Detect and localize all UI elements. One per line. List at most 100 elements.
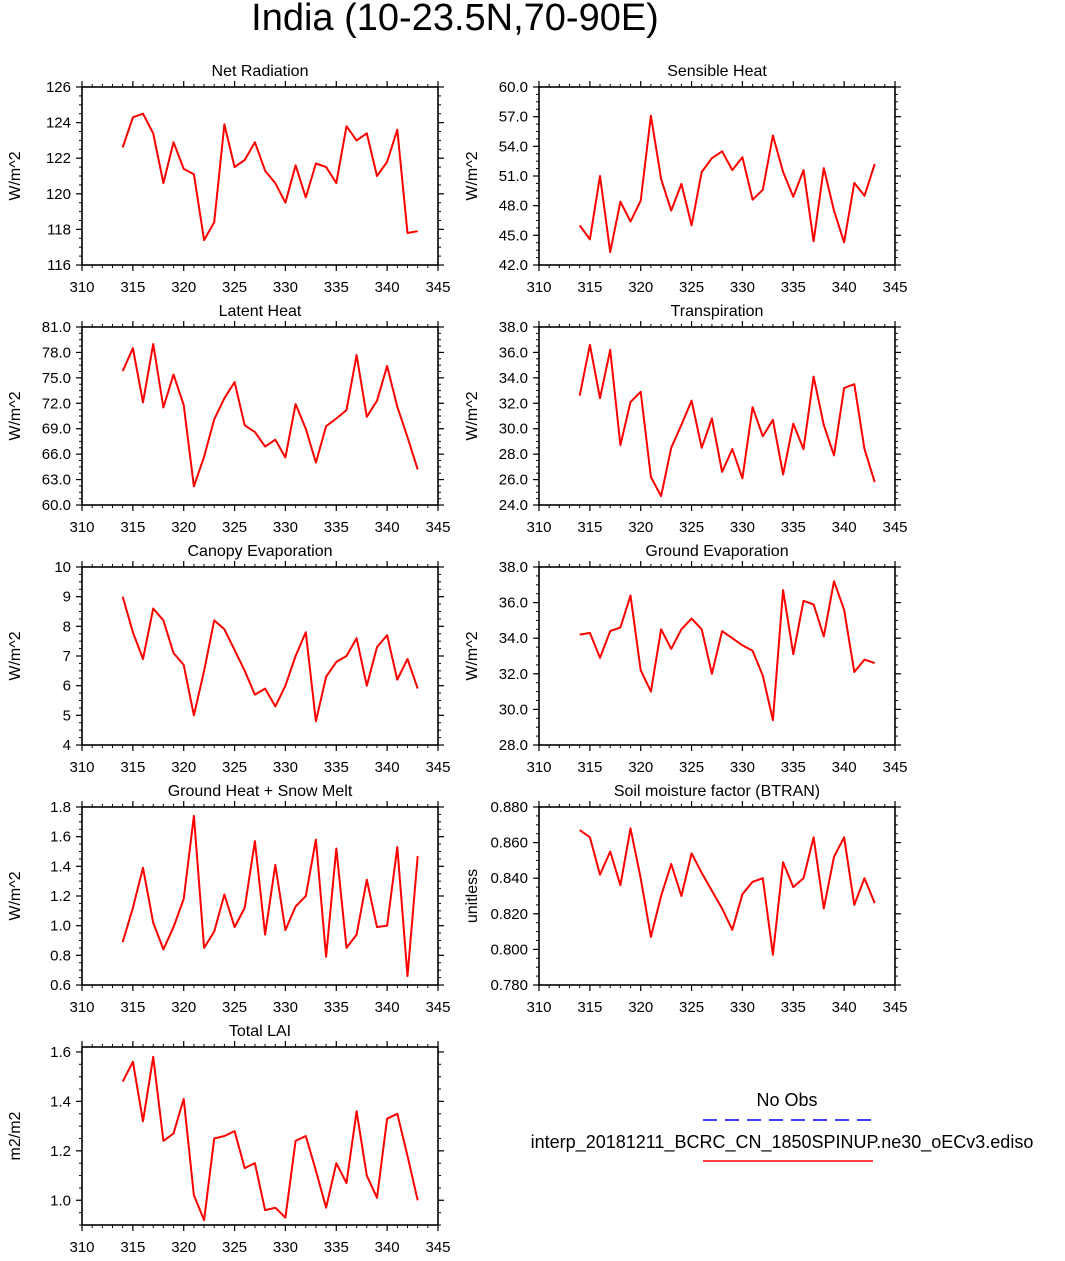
y-tick-label: 116: [47, 257, 71, 274]
x-tick-label: 320: [171, 999, 196, 1016]
panel-net-radiation: Net Radiation W/m^2 310 315 320 325 330 335 340 3…: [7, 63, 451, 296]
panel-latent-heat: Latent Heat W/m^2 310 315 320 325 330 335 340 345…: [7, 303, 451, 536]
x-tick-label: 325: [679, 519, 704, 536]
series-line: [578, 343, 876, 498]
x-tick-label: 310: [526, 519, 551, 536]
y-tick-label: 1.0: [50, 918, 71, 935]
x-tick-label: 335: [781, 279, 806, 296]
x-tick-label: 335: [324, 999, 349, 1016]
x-tick-label: 325: [679, 999, 704, 1016]
x-tick-label: 325: [222, 999, 247, 1016]
y-tick-label: 6: [63, 678, 71, 695]
series-line: [121, 112, 418, 242]
x-tick-label: 315: [120, 519, 145, 536]
plot-frame: [538, 86, 896, 266]
y-axis-label: unitless: [464, 869, 481, 923]
x-tick-label: 325: [222, 759, 247, 776]
y-tick-label: 120: [46, 186, 71, 203]
x-tick-label: 315: [577, 759, 602, 776]
y-tick-label: 1.4: [50, 858, 71, 875]
x-tick-label: 315: [120, 279, 145, 296]
y-tick-label: 28.0: [499, 737, 528, 754]
y-tick-label: 60.0: [499, 79, 528, 96]
x-tick-label: 340: [375, 759, 400, 776]
y-tick-label: 7: [63, 648, 71, 665]
x-tick-label: 340: [832, 759, 857, 776]
y-tick-label: 60.0: [42, 497, 71, 514]
y-tick-label: 0.840: [490, 870, 528, 887]
y-tick-label: 75.0: [42, 370, 71, 387]
panel-title: Latent Heat: [219, 303, 302, 320]
y-tick-label: 1.2: [50, 1143, 71, 1160]
panel-title: Net Radiation: [212, 63, 309, 80]
x-tick-label: 345: [882, 759, 907, 776]
y-tick-label: 0.800: [490, 941, 528, 958]
y-tick-label: 24.0: [499, 497, 528, 514]
panel-total-lai: Total LAI m2/m2 310 315 320 325 330 335 340 345 1.…: [7, 1023, 451, 1256]
y-tick-label: 34.0: [499, 630, 528, 647]
y-tick-label: 36.0: [499, 595, 528, 612]
y-tick-label: 0.860: [490, 835, 528, 852]
series-line: [579, 827, 876, 956]
y-tick-label: 1.4: [50, 1093, 71, 1110]
y-tick-label: 54.0: [499, 138, 528, 155]
x-tick-label: 315: [577, 279, 602, 296]
plot-frame: [81, 1046, 439, 1226]
series-line: [121, 1055, 419, 1222]
y-tick-label: 28.0: [499, 446, 528, 463]
x-tick-label: 335: [324, 759, 349, 776]
y-tick-label: 4: [63, 737, 71, 754]
y-tick-label: 30.0: [499, 421, 528, 438]
y-tick-label: 0.8: [50, 947, 71, 964]
x-tick-label: 330: [273, 279, 298, 296]
x-tick-label: 335: [781, 519, 806, 536]
x-tick-label: 345: [425, 279, 450, 296]
y-tick-label: 34.0: [499, 370, 528, 387]
plot-frame: [81, 566, 439, 746]
y-tick-label: 30.0: [499, 701, 528, 718]
x-tick-label: 325: [679, 279, 704, 296]
x-tick-label: 310: [69, 279, 94, 296]
x-tick-label: 330: [730, 999, 755, 1016]
y-tick-label: 32.0: [499, 666, 528, 683]
panel-sensible-heat: Sensible Heat W/m^2 310 315 320 325 330 335 340 3…: [464, 63, 908, 296]
page-title: India (10-23.5N,70-90E): [251, 0, 659, 39]
y-tick-label: 1.6: [50, 829, 71, 846]
x-tick-label: 325: [679, 759, 704, 776]
y-tick-label: 0.6: [50, 977, 71, 994]
x-tick-label: 320: [171, 1239, 196, 1256]
x-tick-label: 325: [222, 519, 247, 536]
x-tick-label: 345: [882, 279, 907, 296]
y-tick-label: 42.0: [499, 257, 528, 274]
plot-frame: [81, 86, 439, 266]
y-axis-label: W/m^2: [464, 151, 481, 200]
panel-canopy-evaporation: Canopy Evaporation W/m^2 310 315 320 325 330 33…: [7, 543, 451, 776]
x-tick-label: 340: [375, 519, 400, 536]
x-tick-label: 325: [222, 1239, 247, 1256]
x-tick-label: 320: [171, 519, 196, 536]
y-axis-label: W/m^2: [7, 151, 24, 200]
y-tick-label: 26.0: [499, 472, 528, 489]
x-tick-label: 340: [375, 999, 400, 1016]
x-tick-label: 330: [273, 519, 298, 536]
x-tick-label: 330: [730, 759, 755, 776]
y-tick-label: 1.6: [50, 1044, 71, 1061]
y-tick-label: 1.2: [50, 888, 71, 905]
x-tick-label: 310: [526, 279, 551, 296]
plot-frame: [538, 806, 896, 986]
y-tick-label: 69.0: [42, 421, 71, 438]
panel-title: Canopy Evaporation: [188, 543, 333, 560]
x-tick-label: 310: [526, 999, 551, 1016]
y-tick-label: 63.0: [42, 472, 71, 489]
y-tick-label: 126: [46, 79, 71, 96]
x-tick-label: 315: [577, 519, 602, 536]
x-tick-label: 335: [781, 999, 806, 1016]
x-tick-label: 320: [628, 759, 653, 776]
y-axis-label: W/m^2: [464, 391, 481, 440]
x-tick-label: 345: [882, 519, 907, 536]
y-tick-label: 51.0: [499, 168, 528, 185]
x-tick-label: 330: [273, 759, 298, 776]
x-tick-label: 315: [120, 999, 145, 1016]
x-tick-label: 345: [425, 519, 450, 536]
x-tick-label: 340: [375, 1239, 400, 1256]
